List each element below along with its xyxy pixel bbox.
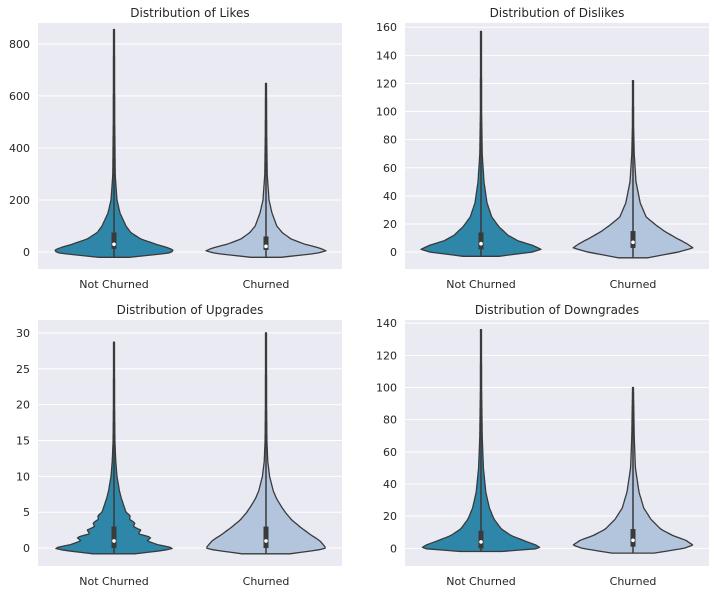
y-tick-label: 20	[16, 399, 30, 412]
violin-iqr-box	[478, 530, 484, 549]
x-tick-label: Churned	[610, 575, 657, 588]
violin-median	[631, 240, 635, 245]
y-tick-label: 80	[383, 414, 397, 427]
y-tick-label: 120	[376, 77, 397, 90]
violin-median	[264, 244, 268, 249]
violin-median	[479, 241, 483, 246]
violin-iqr-box	[111, 526, 117, 549]
chart-title: Distribution of Likes	[130, 6, 249, 20]
y-tick-label: 15	[16, 434, 30, 447]
violin-iqr-box	[478, 232, 484, 250]
chart-panel-2: 0 20 40 60 80 100 120 140 160 Distribution of Dis…	[376, 6, 709, 291]
y-tick-label: 100	[376, 382, 397, 395]
plot-area	[405, 320, 709, 566]
violin-iqr-box	[630, 231, 636, 248]
y-tick-label: 400	[9, 142, 30, 155]
violin-iqr-box	[630, 529, 636, 547]
y-tick-label: 20	[383, 510, 397, 523]
y-tick-label: 80	[383, 134, 397, 147]
y-tick-label: 800	[9, 38, 30, 51]
y-tick-label: 100	[376, 106, 397, 119]
y-tick-label: 0	[390, 246, 397, 259]
violin-iqr-box	[111, 232, 117, 249]
y-tick-label: 0	[23, 542, 30, 555]
y-tick-label: 200	[9, 194, 30, 207]
violin-median	[264, 539, 268, 543]
x-tick-label: Not Churned	[79, 575, 148, 588]
chart-title: Distribution of Upgrades	[117, 303, 264, 317]
y-tick-label: 140	[376, 49, 397, 62]
x-tick-label: Churned	[610, 278, 657, 291]
y-tick-label: 20	[383, 218, 397, 231]
plot-area	[38, 23, 342, 269]
y-tick-label: 60	[383, 446, 397, 459]
y-tick-label: 5	[23, 506, 30, 519]
x-tick-label: Not Churned	[79, 278, 148, 291]
violin-median	[479, 540, 483, 544]
x-tick-label: Not Churned	[446, 575, 515, 588]
violin-median	[112, 242, 116, 247]
y-tick-label: 30	[16, 327, 30, 340]
chart-panel-3: 0 5 10 15 20 25 30 Distribution of Upgrades Not …	[16, 303, 342, 588]
y-tick-label: 25	[16, 363, 30, 376]
y-tick-label: 600	[9, 90, 30, 103]
y-tick-label: 60	[383, 162, 397, 175]
violin-iqr-box	[263, 236, 269, 250]
chart-title: Distribution of Downgrades	[475, 303, 639, 317]
y-tick-label: 0	[23, 246, 30, 259]
y-tick-label: 40	[383, 478, 397, 491]
x-tick-label: Churned	[243, 278, 290, 291]
y-tick-label: 120	[376, 349, 397, 362]
x-tick-label: Churned	[243, 575, 290, 588]
chart-panel-1: 0 200 400 600 800 Distribution of Likes Not Ch…	[9, 6, 342, 291]
y-tick-label: 40	[383, 190, 397, 203]
x-tick-label: Not Churned	[446, 278, 515, 291]
y-tick-label: 140	[376, 317, 397, 330]
violin-median	[631, 538, 635, 543]
violin-iqr-box	[263, 526, 269, 549]
chart-panel-4: 0 20 40 60 80 100 120 140 Distribution of Downgr…	[376, 303, 709, 588]
chart-title: Distribution of Dislikes	[490, 6, 625, 20]
y-tick-label: 0	[390, 542, 397, 555]
violin-median	[112, 539, 116, 543]
y-tick-label: 160	[376, 21, 397, 34]
y-tick-label: 10	[16, 470, 30, 483]
